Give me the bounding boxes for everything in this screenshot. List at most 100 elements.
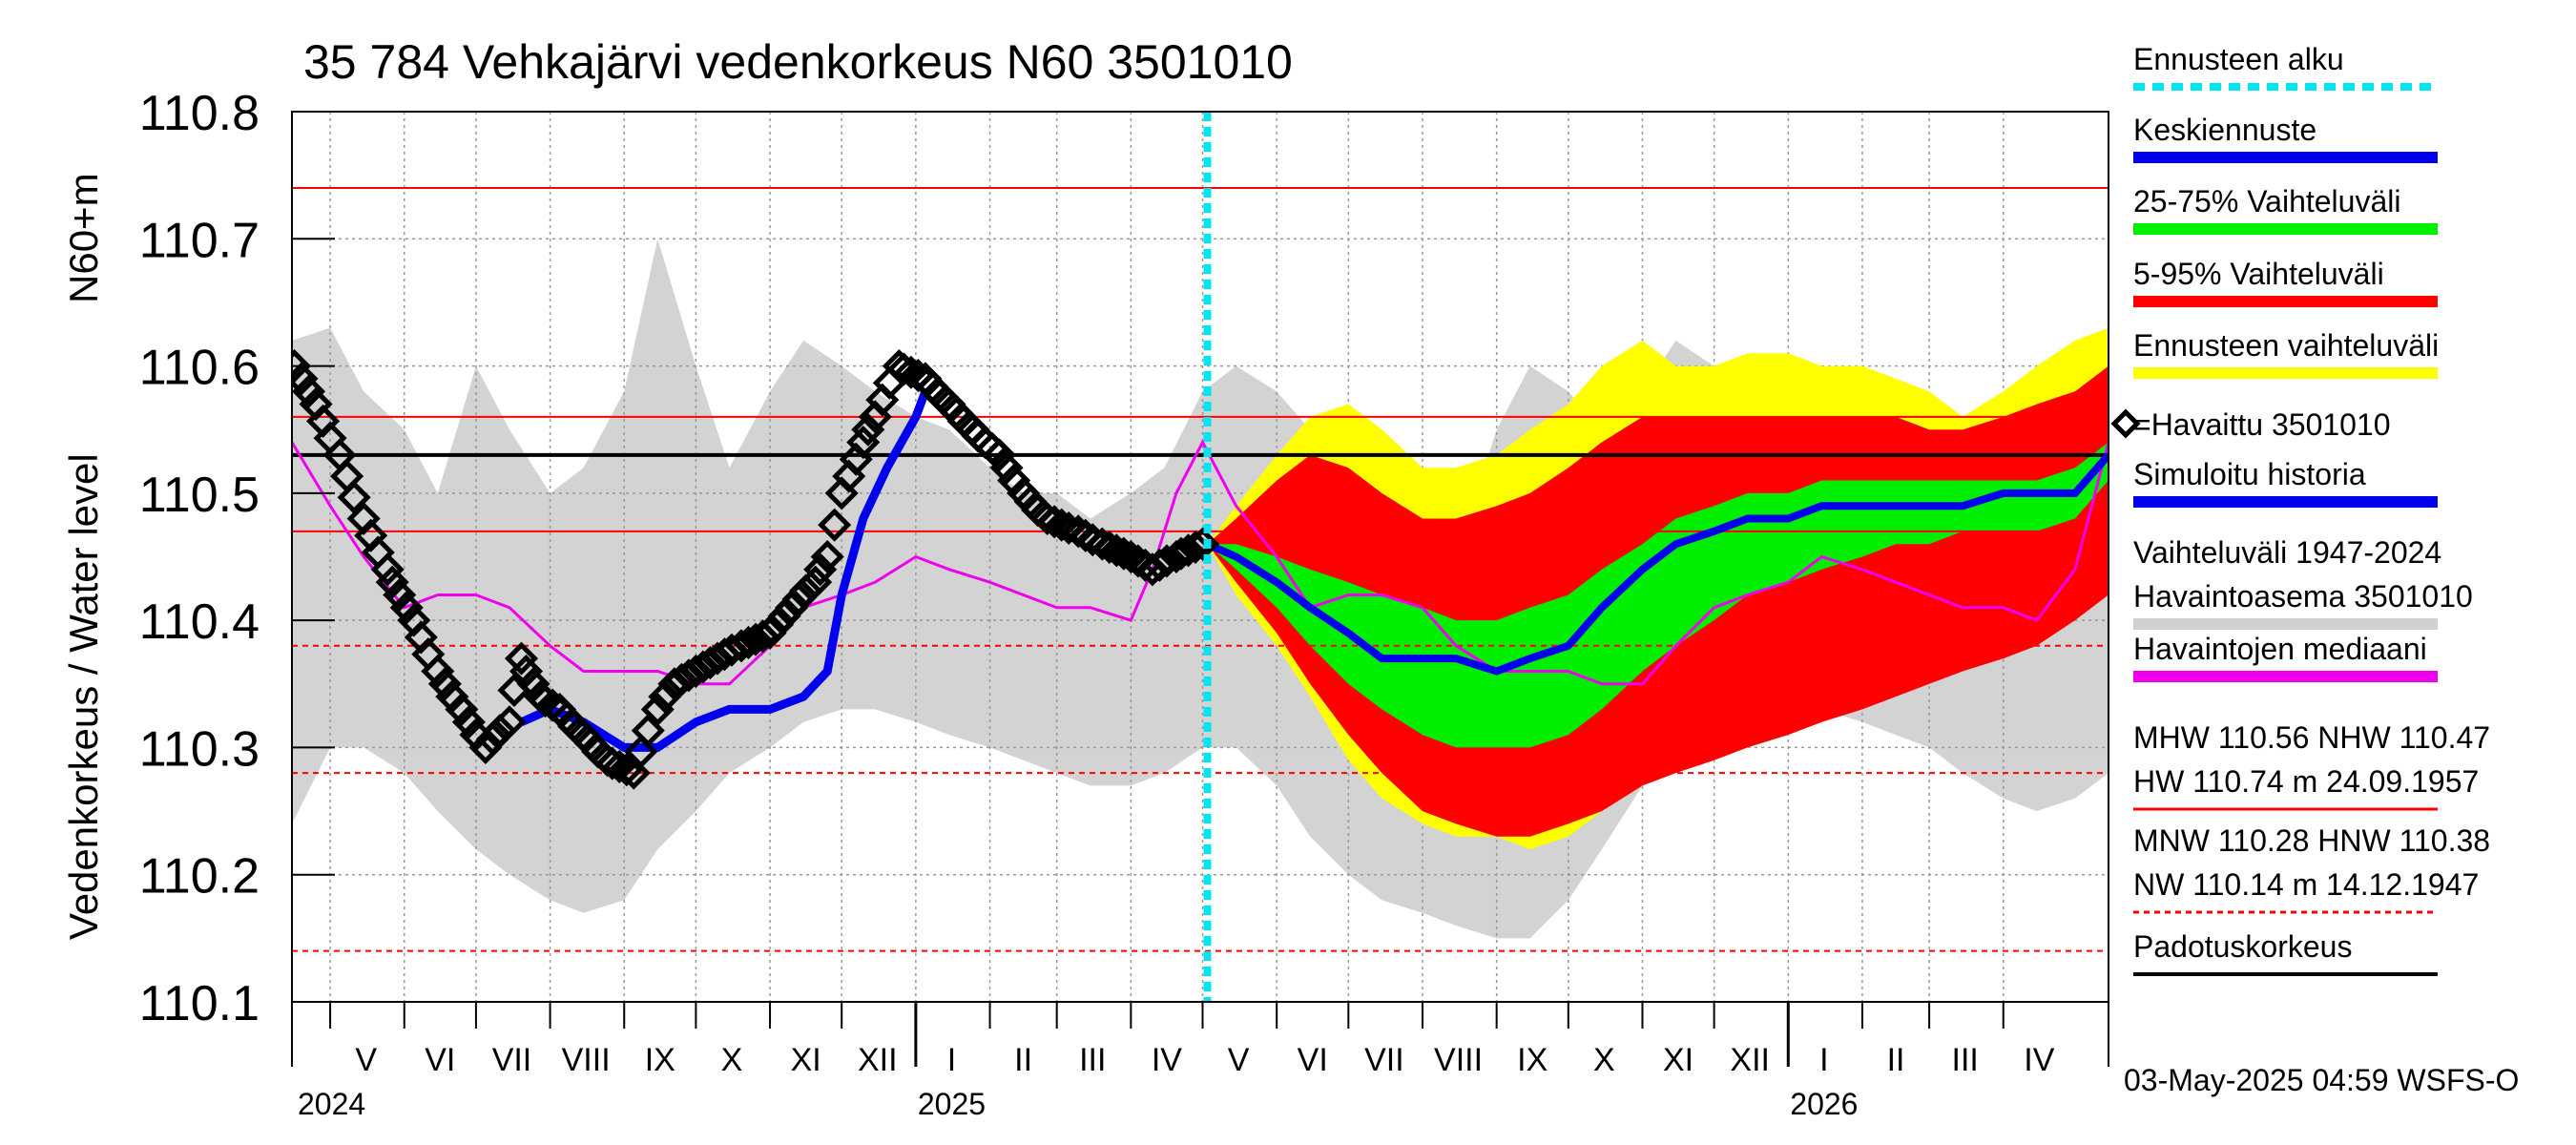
- x-month-label: II: [1887, 1042, 1905, 1078]
- legend-label: 5-95% Vaihteluväli: [2133, 257, 2384, 291]
- legend-label: MNW 110.28 HNW 110.38: [2133, 823, 2490, 858]
- observed-point: [631, 714, 665, 748]
- observed-point: [616, 756, 651, 790]
- y-axis-unit-label: N60+m: [61, 173, 106, 303]
- observed-point: [624, 735, 658, 769]
- observed-point: [983, 438, 1017, 472]
- x-month-label: VIII: [1434, 1042, 1483, 1078]
- x-month-label: XI: [791, 1042, 821, 1078]
- x-year-label: 2025: [918, 1087, 986, 1121]
- x-month-label: IV: [1152, 1042, 1182, 1078]
- chart-title: 35 784 Vehkajärvi vedenkorkeus N60 35010…: [303, 35, 1293, 89]
- x-month-label: V: [355, 1042, 377, 1078]
- observed-point: [445, 692, 479, 726]
- observed-point: [731, 625, 766, 660]
- observed-point: [370, 552, 405, 587]
- observed-point: [1045, 508, 1079, 542]
- observed-point: [468, 730, 503, 764]
- legend: Ennusteen alku Keskiennuste 25-75% Vaihtel…: [2110, 42, 2490, 976]
- observed-point: [492, 705, 527, 739]
- observed-point: [1051, 510, 1086, 546]
- legend-label: =Havaittu 3501010: [2133, 407, 2391, 442]
- y-tick-label: 110.6: [139, 341, 260, 396]
- plot-frame: [291, 111, 2109, 1003]
- legend-label-line2: Havaintoasema 3501010: [2133, 579, 2473, 614]
- simulated-history-line: [519, 389, 930, 752]
- observed-point: [767, 599, 801, 634]
- observed-point: [760, 608, 795, 642]
- observed-point: [383, 577, 417, 613]
- x-year-label: 2026: [1790, 1087, 1858, 1121]
- observed-point: [818, 508, 852, 542]
- observed-point: [504, 641, 539, 676]
- legend-swatch-diamond: [2110, 408, 2141, 439]
- observed-point: [1164, 536, 1198, 571]
- x-month-label: IX: [1517, 1042, 1548, 1078]
- observed-point: [1150, 544, 1184, 578]
- observed-point: [475, 722, 509, 757]
- x-month-label: VIII: [562, 1042, 611, 1078]
- x-month-label: XII: [1730, 1042, 1770, 1078]
- observed-point: [421, 654, 455, 688]
- observed-point: [781, 582, 816, 616]
- observed-point: [375, 565, 409, 599]
- legend-label: Ennusteen vaihteluväli: [2133, 328, 2439, 363]
- x-axis: V VI VII VIII IX X XI XII I II III IV V VI VII VIII IX X X…: [291, 1002, 2109, 1121]
- y-tick-label: 110.1: [139, 976, 260, 1031]
- legend-label: Ennusteen alku: [2133, 42, 2344, 76]
- x-month-label: VII: [1364, 1042, 1404, 1078]
- legend-label: Vaihteluväli 1947-2024: [2133, 535, 2441, 570]
- observed-point: [775, 591, 809, 625]
- observed-point: [509, 654, 544, 688]
- legend-label: Simuloitu historia: [2133, 457, 2366, 491]
- legend-label: MHW 110.56 NHW 110.47: [2133, 720, 2490, 755]
- plot-content: [292, 112, 2109, 1002]
- y-tick-label: 110.2: [139, 849, 260, 905]
- observed-point: [789, 573, 823, 608]
- y-axis: 110.1 110.2 110.3 110.4 110.5 110.6 110.7 110.8: [139, 86, 335, 1031]
- median-line: [292, 439, 2109, 686]
- forecast-mean-line: [1205, 452, 2109, 676]
- y-tick-label: 110.5: [139, 468, 260, 523]
- legend-label-line2: HW 110.74 m 24.09.1957: [2133, 764, 2479, 799]
- observed-point: [292, 349, 312, 384]
- x-month-label: I: [947, 1042, 956, 1078]
- x-month-label: XI: [1663, 1042, 1693, 1078]
- legend-label: Padotuskorkeus: [2133, 929, 2352, 964]
- timestamp-label: 03-May-2025 04:59 WSFS-O: [2124, 1063, 2519, 1097]
- legend-label-line2: NW 110.14 m 14.12.1947: [2133, 867, 2479, 902]
- observed-point: [1185, 527, 1220, 561]
- y-tick-label: 110.4: [139, 594, 260, 650]
- legend-label: Keskiennuste: [2133, 113, 2316, 147]
- x-month-label: IV: [2024, 1042, 2054, 1078]
- forecast-25-75-band: [1207, 442, 2109, 748]
- observed-point: [483, 714, 517, 748]
- x-month-label: V: [1228, 1042, 1250, 1078]
- x-month-label: I: [1819, 1042, 1828, 1078]
- legend-label: 25-75% Vaihteluväli: [2133, 184, 2400, 219]
- observed-point: [989, 450, 1024, 485]
- observed-point: [427, 667, 462, 701]
- x-month-label: VI: [1298, 1042, 1328, 1078]
- x-month-label: X: [1593, 1042, 1615, 1078]
- y-tick-label: 110.7: [139, 213, 260, 268]
- observed-point: [389, 591, 424, 625]
- observed-point: [724, 629, 758, 663]
- observed-point: [753, 615, 787, 651]
- x-month-label: XII: [858, 1042, 898, 1078]
- x-year-label: 2024: [298, 1087, 365, 1121]
- observed-point: [1171, 533, 1206, 568]
- observed-point: [292, 374, 326, 408]
- y-tick-label: 110.8: [139, 86, 260, 141]
- observed-point: [337, 480, 371, 514]
- x-month-label: III: [1079, 1042, 1106, 1078]
- x-month-label: III: [1952, 1042, 1979, 1078]
- observed-point: [810, 539, 844, 574]
- y-tick-label: 110.3: [139, 721, 260, 777]
- legend-label: Havaintojen mediaani: [2133, 632, 2427, 666]
- observed-point: [648, 679, 682, 714]
- y-axis-label: Vedenkorkeus / Water level: [61, 453, 106, 940]
- x-month-label: X: [721, 1042, 743, 1078]
- observed-point: [451, 705, 486, 739]
